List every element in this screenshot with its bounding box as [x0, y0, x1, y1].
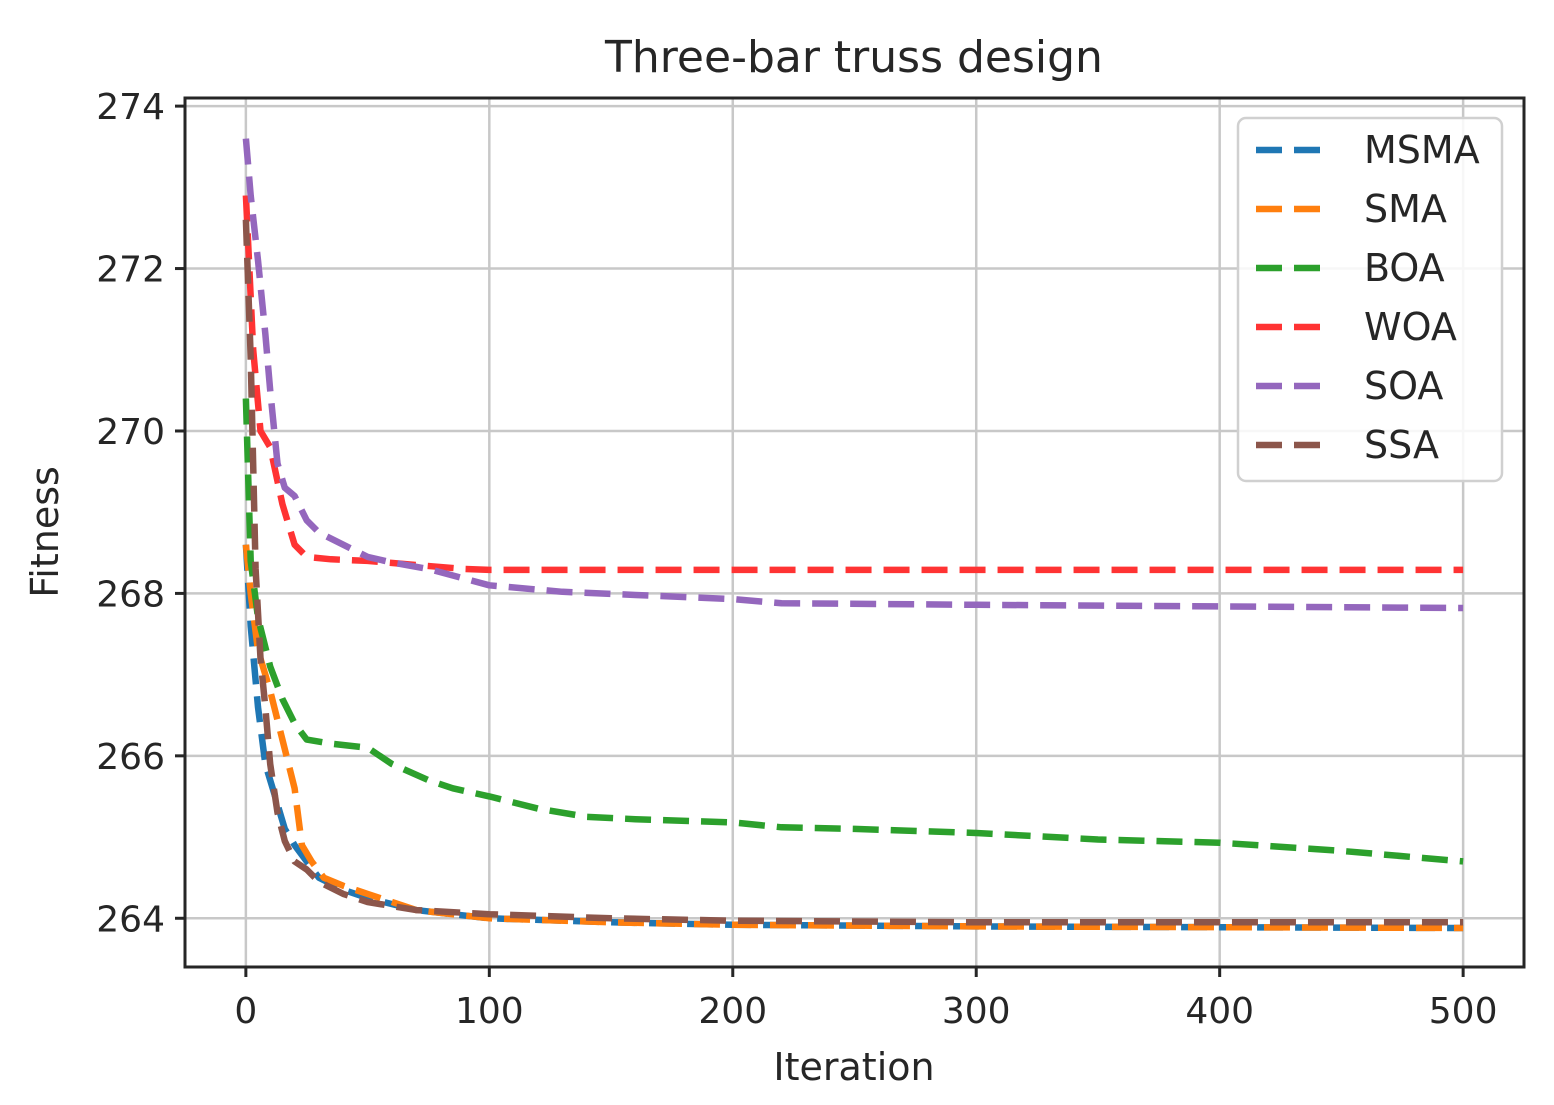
plot-series	[242, 138, 1464, 932]
axis-ticks: 0 100 200 300 400 500 264 266 268 270 272 274	[96, 87, 1497, 1032]
y-tick-label: 266	[96, 737, 165, 778]
legend-label-msma: MSMA	[1364, 128, 1480, 172]
y-axis-label: Fitness	[23, 466, 67, 598]
legend-label-woa: WOA	[1364, 305, 1457, 349]
series-line-sma	[242, 544, 1464, 932]
series-line-ssa	[242, 219, 1464, 926]
y-tick-label: 274	[96, 87, 165, 128]
x-tick-label: 0	[234, 991, 257, 1032]
plot-frame	[183, 96, 1526, 969]
chart-title: Three-bar truss design	[604, 32, 1103, 83]
y-tick-label: 264	[96, 899, 165, 940]
y-tick-label: 272	[96, 250, 165, 291]
series-line-woa	[242, 195, 1464, 574]
x-tick-label: 400	[1185, 991, 1254, 1032]
legend-label-ssa: SSA	[1364, 423, 1439, 467]
x-tick-label: 500	[1429, 991, 1498, 1032]
legend-label-soa: SOA	[1364, 364, 1443, 408]
legend: MSMA SMA BOA WOA SOA SSA	[1236, 116, 1504, 483]
x-axis-label: Iteration	[773, 1045, 934, 1089]
series-line-soa	[242, 138, 1464, 612]
x-tick-label: 100	[455, 991, 524, 1032]
y-tick-label: 270	[96, 412, 165, 453]
legend-label-sma: SMA	[1364, 187, 1447, 231]
x-tick-label: 200	[698, 991, 767, 1032]
y-tick-label: 268	[96, 574, 165, 615]
x-tick-label: 300	[942, 991, 1011, 1032]
legend-label-boa: BOA	[1364, 246, 1445, 290]
